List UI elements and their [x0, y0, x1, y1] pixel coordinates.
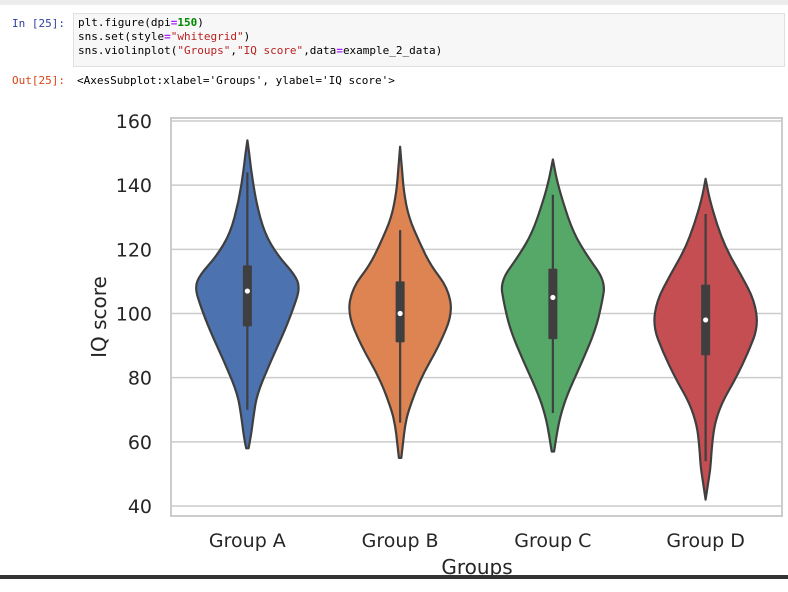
- output-prompt: Out[25]:: [12, 74, 65, 87]
- x-tick-label: Group B: [362, 530, 439, 552]
- top-divider: [0, 0, 788, 5]
- y-tick-label: 120: [116, 239, 152, 261]
- input-prompt: In [25]:: [12, 17, 65, 30]
- code-line-2: sns.set(style="whitegrid"): [78, 30, 251, 43]
- violins: [195, 139, 758, 501]
- y-axis-label: IQ score: [87, 276, 111, 358]
- x-tick-label: Group A: [209, 530, 286, 552]
- output-repr: <AxesSubplot:xlabel='Groups', ylabel='IQ…: [77, 74, 395, 87]
- y-tick-label: 100: [116, 304, 152, 326]
- x-tick-label: Group C: [514, 530, 591, 552]
- y-tick-label: 160: [116, 111, 152, 133]
- x-tick-labels: Group A Group B Group C Group D: [209, 530, 745, 552]
- violin-median-point: [550, 294, 556, 301]
- y-tick-label: 60: [128, 432, 152, 454]
- plot-frame: [170, 117, 783, 517]
- code-editor[interactable]: plt.figure(dpi=150) sns.set(style="white…: [73, 13, 785, 67]
- y-tick-label: 80: [128, 368, 152, 390]
- violin-iqr-box: [548, 268, 558, 340]
- violin-median-point: [703, 317, 709, 323]
- y-tick-label: 40: [128, 496, 152, 518]
- bottom-bar: [0, 575, 788, 579]
- y-tick-label: 140: [116, 175, 152, 197]
- violin-median-point: [397, 310, 403, 317]
- x-tick-label: Group D: [666, 530, 745, 552]
- violin-iqr-box: [242, 265, 252, 327]
- violin-chart: 40 60 80 100 120 140 160 Group A Group B Group C…: [87, 111, 783, 579]
- y-tick-labels: 40 60 80 100 120 140 160: [116, 111, 152, 518]
- input-cell[interactable]: In [25]: plt.figure(dpi=150) sns.set(sty…: [0, 13, 788, 69]
- violin-median-point: [244, 288, 250, 294]
- code-line-3: sns.violinplot("Groups","IQ score",data=…: [78, 44, 443, 57]
- output-cell: Out[25]: <AxesSubplot:xlabel='Groups', y…: [0, 74, 788, 90]
- code-line-1: plt.figure(dpi=150): [78, 16, 204, 29]
